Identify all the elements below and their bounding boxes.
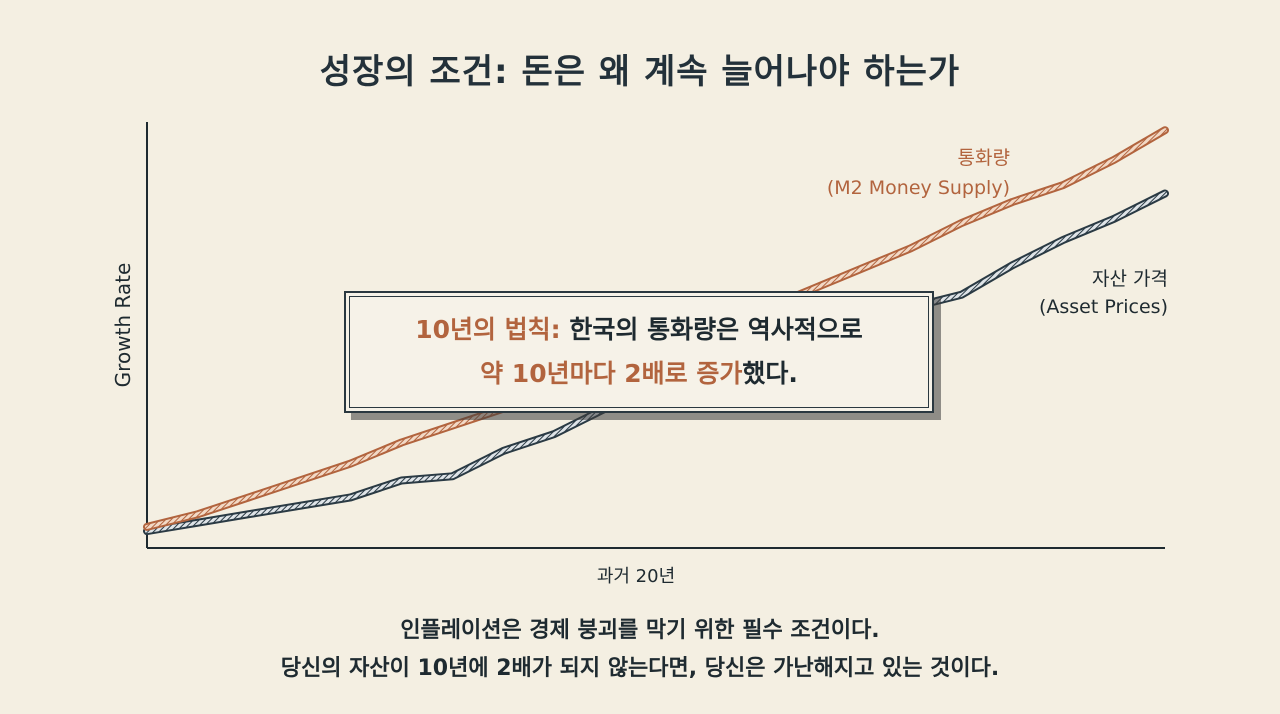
footer-line-1: 인플레이션은 경제 붕괴를 막기 위한 필수 조건이다. xyxy=(400,618,880,643)
y-axis-label: Growth Rate xyxy=(111,263,135,388)
x-axis-label: 과거 20년 xyxy=(597,566,675,587)
callout-line-1-text: 한국의 통화량은 역사적으로 xyxy=(560,315,863,344)
callout-line-2-text: 했다. xyxy=(742,359,798,388)
page-title: 성장의 조건: 돈은 왜 계속 늘어나야 하는가 xyxy=(319,52,961,92)
asset-prices-label-en: (Asset Prices) xyxy=(1039,296,1168,318)
callout-line-2: 약 10년마다 2배로 증가했다. xyxy=(480,352,798,396)
money-supply-label: 통화량 xyxy=(958,147,1010,169)
asset-prices-label: 자산 가격 xyxy=(1092,268,1168,290)
footer-line-2: 당신의 자산이 10년에 2배가 되지 않는다면, 당신은 가난해지고 있는 것… xyxy=(280,656,1000,681)
footer-text: 인플레이션은 경제 붕괴를 막기 위한 필수 조건이다. 당신의 자산이 10년… xyxy=(0,612,1280,688)
callout-rule-title: 10년의 법칙: xyxy=(415,315,561,344)
callout-highlight: 약 10년마다 2배로 증가 xyxy=(480,359,743,388)
callout-line-1: 10년의 법칙: 한국의 통화량은 역사적으로 xyxy=(415,308,863,352)
money-supply-label-en: (M2 Money Supply) xyxy=(827,177,1010,199)
callout-box: 10년의 법칙: 한국의 통화량은 역사적으로 약 10년마다 2배로 증가했다… xyxy=(344,291,934,413)
